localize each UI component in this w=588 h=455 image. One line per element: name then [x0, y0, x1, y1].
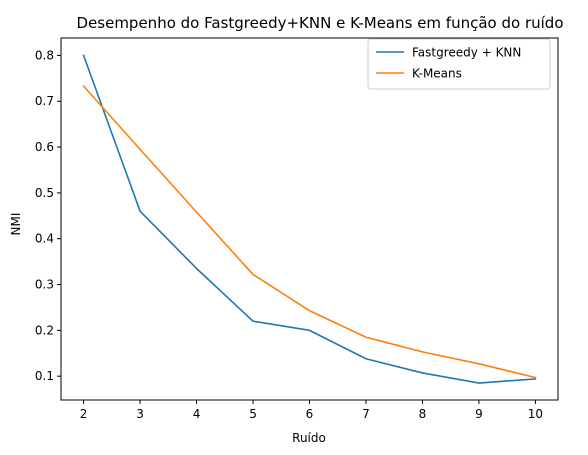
y-tick-label: 0.4 — [35, 232, 54, 246]
chart-title: Desempenho do Fastgreedy+KNN e K-Means e… — [77, 14, 564, 32]
x-tick-label: 4 — [193, 407, 201, 421]
x-axis-ticks: 2 3 4 5 6 7 8 9 10 — [80, 400, 543, 421]
x-tick-label: 9 — [475, 407, 483, 421]
x-tick-label: 10 — [528, 407, 543, 421]
y-tick-label: 0.2 — [35, 323, 54, 337]
legend-label: K-Means — [412, 67, 462, 81]
y-tick-label: 0.7 — [35, 94, 54, 108]
x-tick-label: 6 — [306, 407, 314, 421]
x-axis-label: Ruído — [292, 431, 326, 445]
legend: Fastgreedy + KNN K-Means — [367, 38, 551, 90]
y-tick-label: 0.8 — [35, 48, 54, 62]
y-tick-label: 0.5 — [35, 186, 54, 200]
series-line-1 — [82, 54, 537, 384]
plot-area-frame — [60, 37, 559, 401]
legend-box — [367, 38, 551, 90]
x-tick-label: 8 — [419, 407, 427, 421]
y-tick-label: 0.3 — [35, 278, 54, 292]
legend-label: Fastgreedy + KNN — [412, 46, 521, 60]
y-tick-label: 0.6 — [35, 140, 54, 154]
x-tick-label: 7 — [362, 407, 370, 421]
x-tick-label: 3 — [136, 407, 144, 421]
x-tick-label: 2 — [80, 407, 88, 421]
y-axis-ticks: 0.1 0.2 0.3 0.4 0.5 0.6 0.7 0.8 — [35, 48, 61, 383]
series-layer — [82, 54, 537, 384]
series-line-2 — [82, 84, 537, 379]
x-tick-label: 5 — [249, 407, 257, 421]
y-axis-label: NMI — [9, 213, 23, 236]
y-tick-label: 0.1 — [35, 369, 54, 383]
